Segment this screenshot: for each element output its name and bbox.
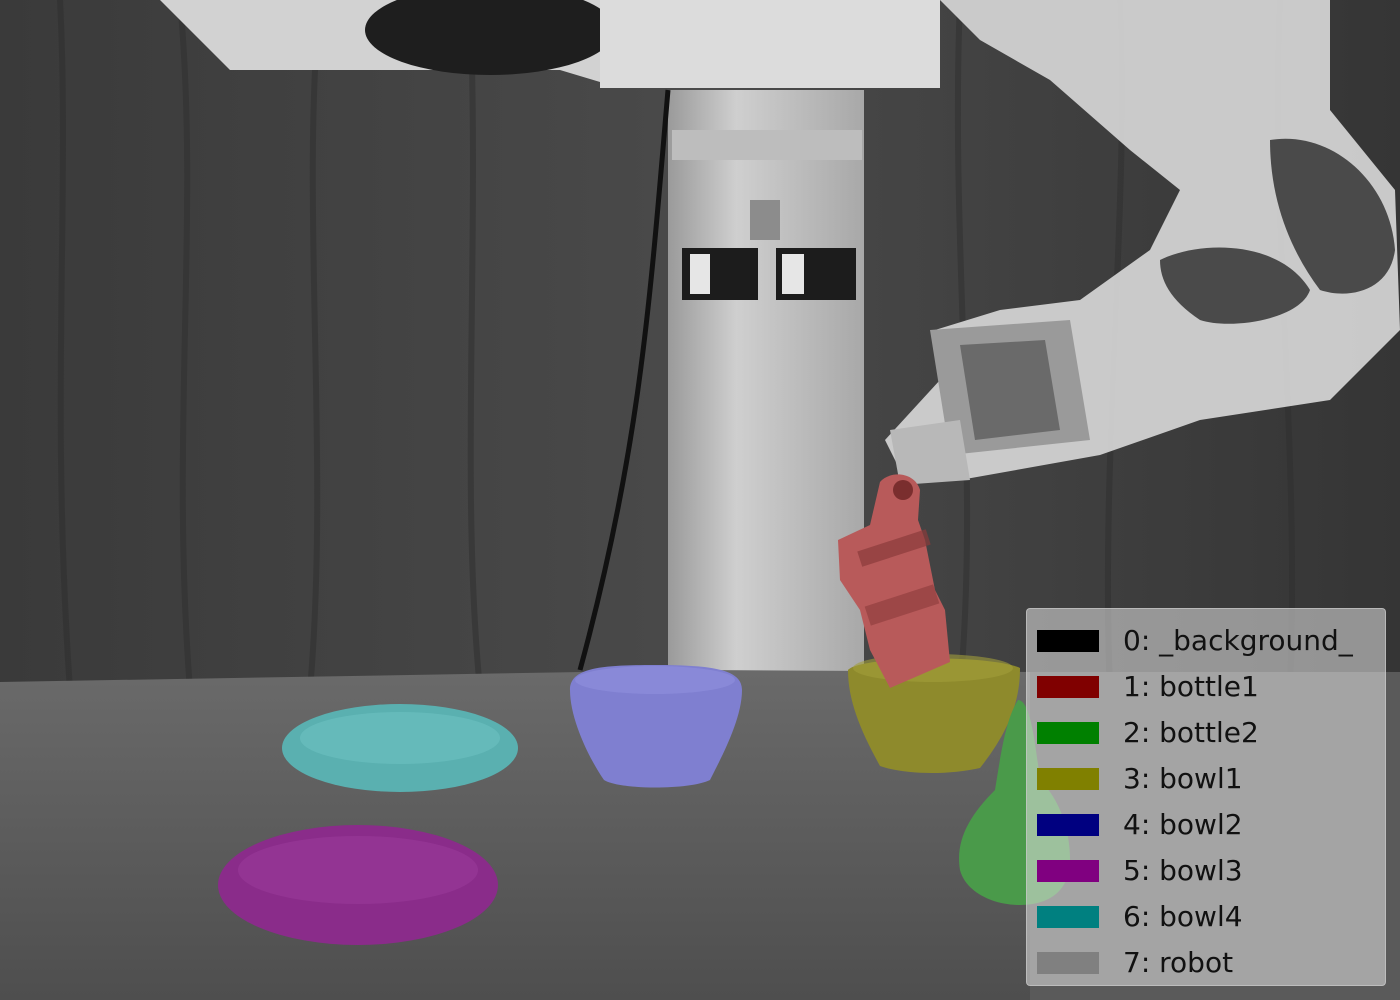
legend-swatch: [1037, 722, 1099, 744]
legend-label: 1: bottle1: [1123, 670, 1259, 703]
legend-item-bottle1: 1: bottle1: [1027, 663, 1385, 709]
bottle1-mask: [838, 474, 950, 688]
legend-swatch: [1037, 952, 1099, 974]
legend-label: 0: _background_: [1123, 624, 1353, 657]
legend-item-bowl3: 5: bowl3: [1027, 847, 1385, 893]
legend-swatch: [1037, 906, 1099, 928]
legend-label: 5: bowl3: [1123, 854, 1243, 887]
legend-item-robot: 7: robot: [1027, 939, 1385, 985]
robot-base: [668, 90, 864, 680]
legend-item-bowl1: 3: bowl1: [1027, 755, 1385, 801]
legend-item-bowl2: 4: bowl2: [1027, 801, 1385, 847]
legend: 0: _background_ 1: bottle1 2: bottle2 3:…: [1026, 608, 1386, 986]
bowl4-mask: [282, 704, 518, 792]
legend-swatch: [1037, 768, 1099, 790]
legend-label: 2: bottle2: [1123, 716, 1259, 749]
legend-swatch: [1037, 676, 1099, 698]
robot-arm-details: [890, 138, 1395, 485]
legend-label: 6: bowl4: [1123, 900, 1243, 933]
legend-item-bottle2: 2: bottle2: [1027, 709, 1385, 755]
legend-label: 3: bowl1: [1123, 762, 1243, 795]
robot-upper-arm: [160, 0, 940, 88]
legend-swatch: [1037, 814, 1099, 836]
legend-swatch: [1037, 860, 1099, 882]
legend-label: 7: robot: [1123, 946, 1234, 979]
robot-cable: [577, 89, 671, 671]
legend-item-background: 0: _background_: [1027, 617, 1385, 663]
legend-swatch: [1037, 630, 1099, 652]
legend-label: 4: bowl2: [1123, 808, 1243, 841]
bowl2-mask: [570, 665, 742, 788]
bowl3-mask: [218, 825, 498, 945]
legend-item-bowl4: 6: bowl4: [1027, 893, 1385, 939]
